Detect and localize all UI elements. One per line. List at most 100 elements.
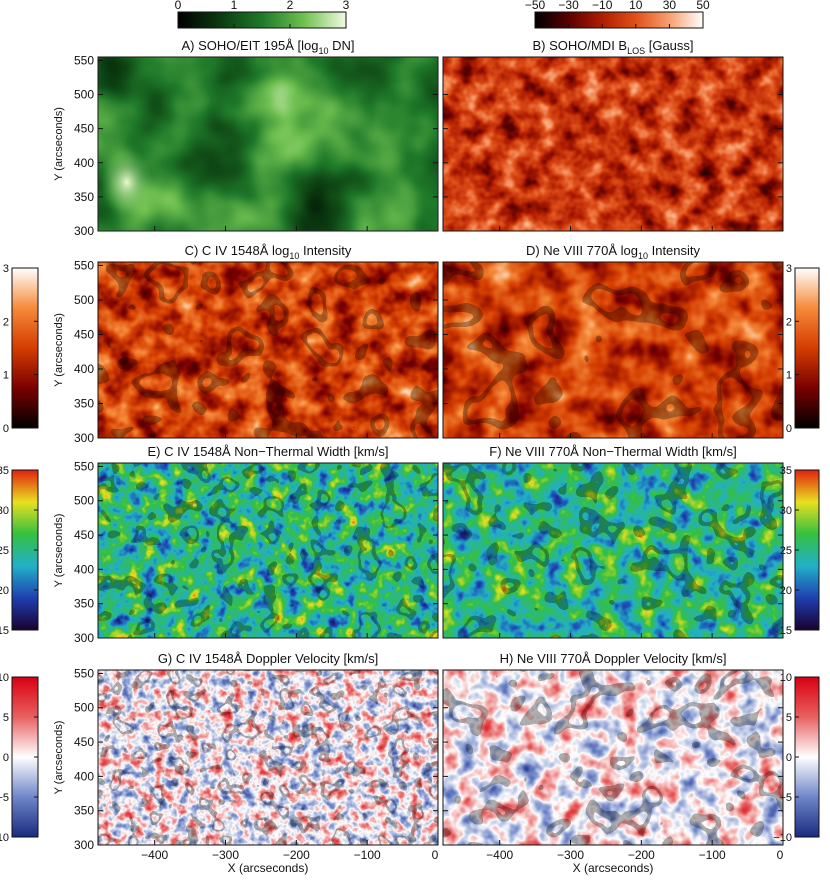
colorbar-tick-label: 2 [3, 316, 9, 328]
colorbar-tick-label: 0 [175, 0, 182, 12]
panel-a: A) SOHO/EIT 195Å [log10 DN] [97, 38, 439, 232]
colorbar-tick-label: 15 [780, 625, 792, 637]
colorbar: −10 −5 0 5 10 [0, 672, 39, 844]
y-tick-label: 400 [74, 769, 94, 783]
colorbar: −10 −5 0 5 10 [773, 672, 820, 844]
contour-overlay [443, 262, 783, 438]
colorbar-tick-label: 2 [287, 0, 294, 12]
y-tick-label: 550 [74, 53, 94, 67]
colorbar-tick-label: 20 [780, 585, 792, 597]
panel-c: C) C IV 1548Å log10 Intensity [97, 243, 439, 439]
colorbar-tick-label: 5 [786, 712, 792, 724]
colorbar: 15 20 25 30 35 [780, 465, 820, 637]
colorbar-tick-label: 35 [0, 465, 9, 477]
x-axis-label: X (arcseconds) [228, 861, 309, 875]
colorbar-tick-label: 3 [786, 263, 792, 275]
panel-d: D) Ne VIII 770Å log10 Intensity [442, 243, 784, 439]
y-tick-label: 450 [74, 327, 94, 341]
x-tick-label: −100 [354, 848, 381, 862]
x-tick-label: −400 [141, 848, 168, 862]
y-tick-label: 350 [74, 190, 94, 204]
colorbar-tick-label: 3 [3, 263, 9, 275]
y-tick-label: 400 [74, 562, 94, 576]
panel-f: F) Ne VIII 770Å Non−Thermal Width [km/s] [442, 444, 784, 639]
plot-frame [442, 462, 784, 639]
y-axis-label: Y (arcseconds) [53, 107, 65, 181]
colorbar-tick-label: 10 [629, 0, 643, 12]
colorbar-tick-label: 0 [3, 423, 9, 435]
y-tick-label: 400 [74, 362, 94, 376]
colorbar-tick-label: −5 [779, 792, 792, 804]
y-tick-label: 450 [74, 735, 94, 749]
contour-overlay [443, 670, 783, 845]
colorbar-tick-label: 5 [3, 712, 9, 724]
y-tick-label: 350 [74, 396, 94, 410]
panel-title: H) Ne VIII 770Å Doppler Velocity [km/s] [500, 651, 727, 666]
x-tick-label: −200 [283, 848, 310, 862]
panel-h: H) Ne VIII 770Å Doppler Velocity [km/s] [442, 651, 784, 846]
y-tick-label: 300 [74, 631, 94, 645]
colorbar-tick-label: 15 [0, 625, 9, 637]
colorbar-tick-label: −10 [0, 832, 9, 844]
colorbar-tick-label: −5 [0, 792, 9, 804]
plot-frame [442, 261, 784, 439]
colorbar-tick-label: 3 [343, 0, 350, 12]
y-tick-label: 550 [74, 258, 94, 272]
colorbar: 0 1 2 3 [3, 263, 39, 435]
x-tick-label: −300 [557, 848, 584, 862]
panel-title: C) C IV 1548Å log10 Intensity [185, 243, 352, 261]
colorbar-tick-label: −50 [525, 0, 546, 12]
x-axis-label: X (arcseconds) [573, 861, 654, 875]
plot-frame [97, 56, 439, 232]
colorbar-tick-label: 50 [696, 0, 710, 12]
x-tick-label: −300 [212, 848, 239, 862]
y-tick-label: 500 [74, 494, 94, 508]
contour-overlay [98, 670, 438, 845]
contour-overlay [443, 463, 783, 638]
colorbar-tick-label: 1 [786, 370, 792, 382]
panel-title: A) SOHO/EIT 195Å [log10 DN] [181, 38, 354, 56]
panel-g: G) C IV 1548Å Doppler Velocity [km/s] [97, 651, 439, 846]
colorbar: −50 −30 −10 10 30 50 [525, 0, 710, 29]
panel-title: E) C IV 1548Å Non−Thermal Width [km/s] [148, 444, 389, 459]
colorbar-tick-label: 25 [780, 545, 792, 557]
y-tick-label: 300 [74, 224, 94, 238]
plot-frame [97, 462, 439, 639]
colorbar-tick-label: 30 [0, 505, 9, 517]
colorbar-tick-label: 10 [0, 672, 9, 684]
x-tick-label: 0 [432, 848, 439, 862]
x-tick-label: 0 [777, 848, 784, 862]
y-tick-label: 300 [74, 838, 94, 852]
panel-title: G) C IV 1548Å Doppler Velocity [km/s] [158, 651, 378, 666]
y-axis-label: Y (arcseconds) [53, 514, 65, 588]
plot-frame [97, 669, 439, 846]
colorbar-tick-label: 20 [0, 585, 9, 597]
x-tick-label: −200 [628, 848, 655, 862]
colorbar-tick-label: 30 [780, 505, 792, 517]
colorbar-tick-label: 0 [3, 752, 9, 764]
colorbar-tick-label: −30 [558, 0, 579, 12]
panel-title: B) SOHO/MDI BLOS [Gauss] [532, 38, 693, 56]
y-tick-label: 550 [74, 666, 94, 680]
y-axis-label: Y (arcseconds) [53, 721, 65, 795]
y-tick-label: 300 [74, 431, 94, 445]
colorbar: 0 1 2 3 [175, 0, 350, 29]
y-tick-label: 500 [74, 701, 94, 715]
y-axis-label: Y (arcseconds) [53, 313, 65, 387]
y-tick-label: 500 [74, 88, 94, 102]
colorbar-tick-label: −10 [592, 0, 613, 12]
colorbar: 15 20 25 30 35 [0, 465, 39, 637]
panel-e: E) C IV 1548Å Non−Thermal Width [km/s] [97, 444, 439, 639]
colorbar-tick-label: 1 [231, 0, 238, 12]
y-tick-label: 350 [74, 804, 94, 818]
colorbar-tick-label: 1 [3, 370, 9, 382]
panel-title: F) Ne VIII 770Å Non−Thermal Width [km/s] [489, 444, 736, 459]
heatmap-image-a [98, 57, 438, 231]
plot-frame [442, 56, 784, 232]
y-tick-label: 450 [74, 122, 94, 136]
x-tick-label: −100 [699, 848, 726, 862]
y-tick-label: 450 [74, 528, 94, 542]
colorbar-tick-label: −10 [773, 832, 792, 844]
colorbar-tick-label: 35 [780, 465, 792, 477]
